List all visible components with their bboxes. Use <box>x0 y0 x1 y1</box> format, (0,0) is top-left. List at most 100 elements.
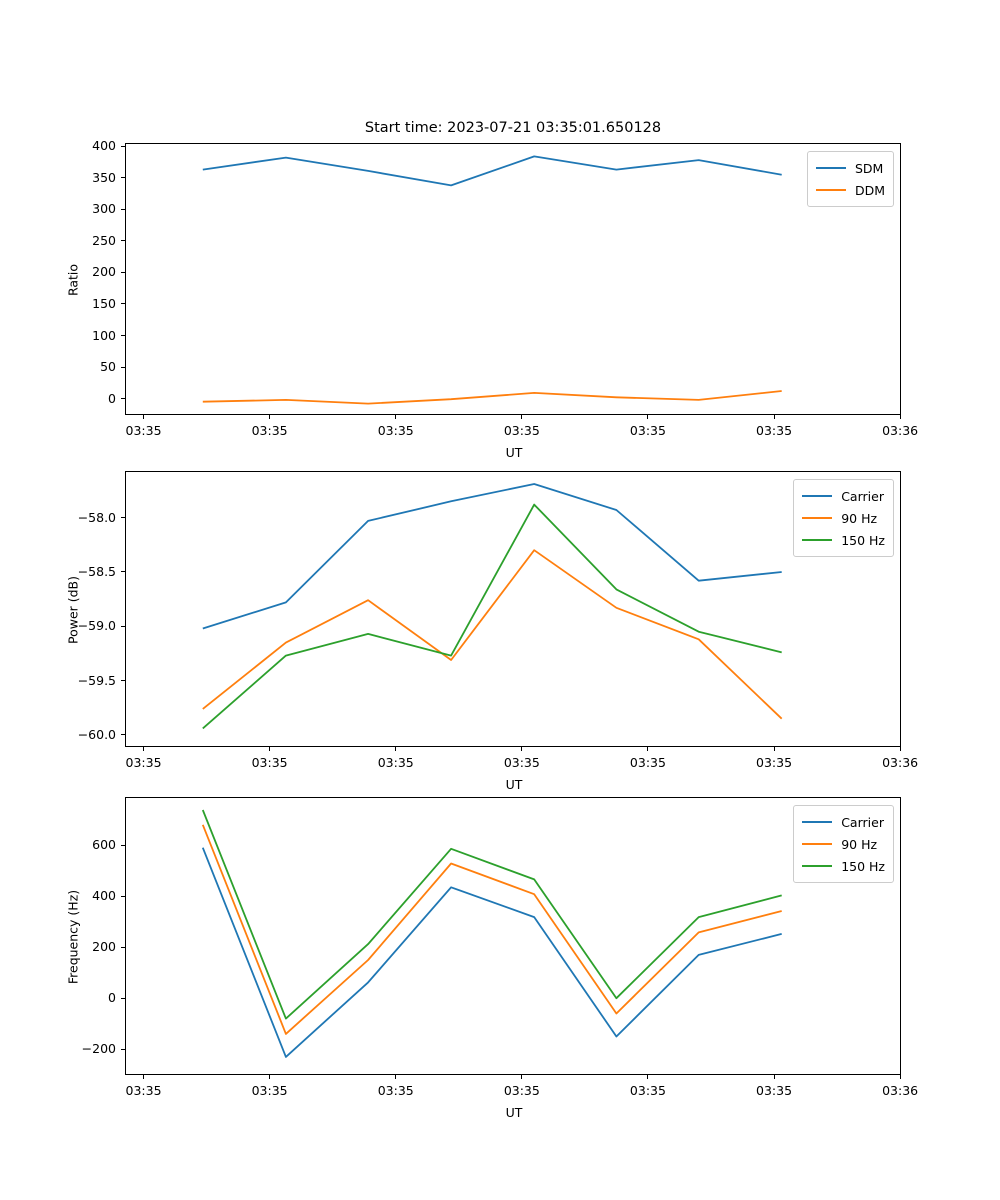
y-tick-mark <box>121 366 125 368</box>
y-tick-label: 300 <box>92 201 116 217</box>
x-axis-label: UT <box>505 1105 523 1120</box>
legend-label: Carrier <box>841 488 884 504</box>
y-tick-mark <box>121 517 125 519</box>
x-tick-mark <box>647 1075 649 1079</box>
y-tick-mark <box>121 895 125 897</box>
x-tick-label: 03:35 <box>503 755 540 770</box>
y-tick-label: −59.0 <box>77 618 116 634</box>
line-ddm <box>202 390 782 405</box>
legend-entry-sdm: SDM <box>815 157 885 179</box>
x-tick-label: 03:35 <box>125 1083 162 1098</box>
x-tick-mark <box>521 747 523 751</box>
y-tick-label: 0 <box>108 390 116 406</box>
legend-line-swatch <box>802 865 833 867</box>
y-tick-mark <box>121 335 125 336</box>
x-tick-mark <box>143 415 145 419</box>
y-tick-mark <box>121 303 125 305</box>
y-tick-label: 600 <box>92 837 116 853</box>
x-tick-mark <box>521 415 523 419</box>
legend-entry-150hz: 150 Hz <box>802 529 885 551</box>
plot-canvas <box>201 809 782 1058</box>
x-tick-mark <box>899 415 901 419</box>
y-tick-label: 100 <box>92 327 116 343</box>
y-tick-label: 150 <box>92 295 116 311</box>
line-carrier <box>202 483 782 630</box>
y-tick-mark <box>121 177 125 179</box>
line-sdm <box>202 155 782 187</box>
y-tick-mark <box>121 625 125 627</box>
x-tick-mark <box>143 1075 145 1079</box>
legend-label: 150 Hz <box>841 858 885 874</box>
legend-entry-carrier: Carrier <box>802 811 885 833</box>
legend-line-swatch <box>802 843 833 845</box>
legend-entry-90hz: 90 Hz <box>802 507 885 529</box>
y-tick-label: 0 <box>108 990 116 1006</box>
legend-entry-ddm: DDM <box>815 179 885 201</box>
y-tick-mark <box>121 398 125 400</box>
legend: Carrier 90 Hz 150 Hz <box>793 805 894 883</box>
x-tick-label: 03:35 <box>629 1083 666 1098</box>
y-tick-mark <box>121 946 125 948</box>
y-tick-mark <box>121 208 125 210</box>
legend-label: 90 Hz <box>841 836 878 852</box>
y-axis-label: Ratio <box>65 263 81 297</box>
x-tick-mark <box>899 747 901 751</box>
x-tick-label: 03:35 <box>629 423 666 438</box>
legend-entry-carrier: Carrier <box>802 485 885 507</box>
legend-line-swatch <box>802 517 833 519</box>
x-tick-mark <box>269 747 271 751</box>
y-tick-mark <box>121 1048 125 1050</box>
y-tick-mark <box>121 271 125 273</box>
x-tick-mark <box>647 415 649 419</box>
y-tick-label: −200 <box>81 1041 116 1057</box>
figure-title: Start time: 2023-07-21 03:35:01.650128 <box>364 120 662 136</box>
x-tick-label: 03:35 <box>629 755 666 770</box>
x-tick-label: 03:35 <box>503 1083 540 1098</box>
y-tick-label: −58.0 <box>77 509 116 525</box>
x-tick-label: 03:35 <box>125 423 162 438</box>
axes-ratio: 03:35 03:35 03:35 03:35 03:35 03:35 03:36 0 50 10… <box>66 138 919 460</box>
x-tick-label: 03:35 <box>756 755 793 770</box>
legend-line-swatch <box>802 495 833 497</box>
y-tick-mark <box>121 997 125 999</box>
y-tick-mark <box>121 734 125 736</box>
x-tick-label: 03:36 <box>882 423 919 438</box>
legend-label: Carrier <box>841 814 884 830</box>
y-tick-label: 400 <box>92 888 116 904</box>
x-tick-mark <box>395 1075 397 1079</box>
legend-line-swatch <box>815 167 846 169</box>
x-tick-label: 03:35 <box>503 423 540 438</box>
y-tick-label: −60.0 <box>77 726 116 742</box>
x-tick-mark <box>899 1075 901 1079</box>
x-tick-label: 03:35 <box>251 1083 288 1098</box>
x-tick-label: 03:35 <box>756 1083 793 1098</box>
x-tick-mark <box>395 747 397 751</box>
x-tick-label: 03:35 <box>251 423 288 438</box>
legend-label: 150 Hz <box>841 532 885 548</box>
x-tick-label: 03:36 <box>882 1083 919 1098</box>
x-tick-mark <box>143 747 145 751</box>
x-tick-mark <box>395 415 397 419</box>
y-tick-label: 400 <box>92 138 116 154</box>
x-tick-label: 03:35 <box>377 755 414 770</box>
y-tick-mark <box>121 145 125 147</box>
axes-frequency: 03:35 03:35 03:35 03:35 03:35 03:35 03:36 −200 0… <box>66 797 918 1120</box>
y-axis-label: Power (dB) <box>65 575 81 645</box>
legend-entry-150hz: 150 Hz <box>802 855 885 877</box>
line-90hz <box>202 549 783 720</box>
x-tick-mark <box>773 1075 775 1079</box>
x-tick-label: 03:35 <box>377 423 414 438</box>
y-tick-mark <box>121 680 125 682</box>
y-tick-label: 250 <box>92 232 116 248</box>
y-tick-label: 350 <box>92 169 116 185</box>
y-tick-mark <box>121 571 125 573</box>
legend: SDM DDM <box>806 151 894 207</box>
x-tick-label: 03:35 <box>251 755 288 770</box>
y-tick-label: −59.5 <box>77 672 116 688</box>
legend-label: 90 Hz <box>841 510 878 526</box>
y-tick-mark <box>121 844 125 846</box>
y-tick-label: 200 <box>92 939 116 955</box>
x-tick-mark <box>773 747 775 751</box>
plot-canvas <box>202 483 783 730</box>
